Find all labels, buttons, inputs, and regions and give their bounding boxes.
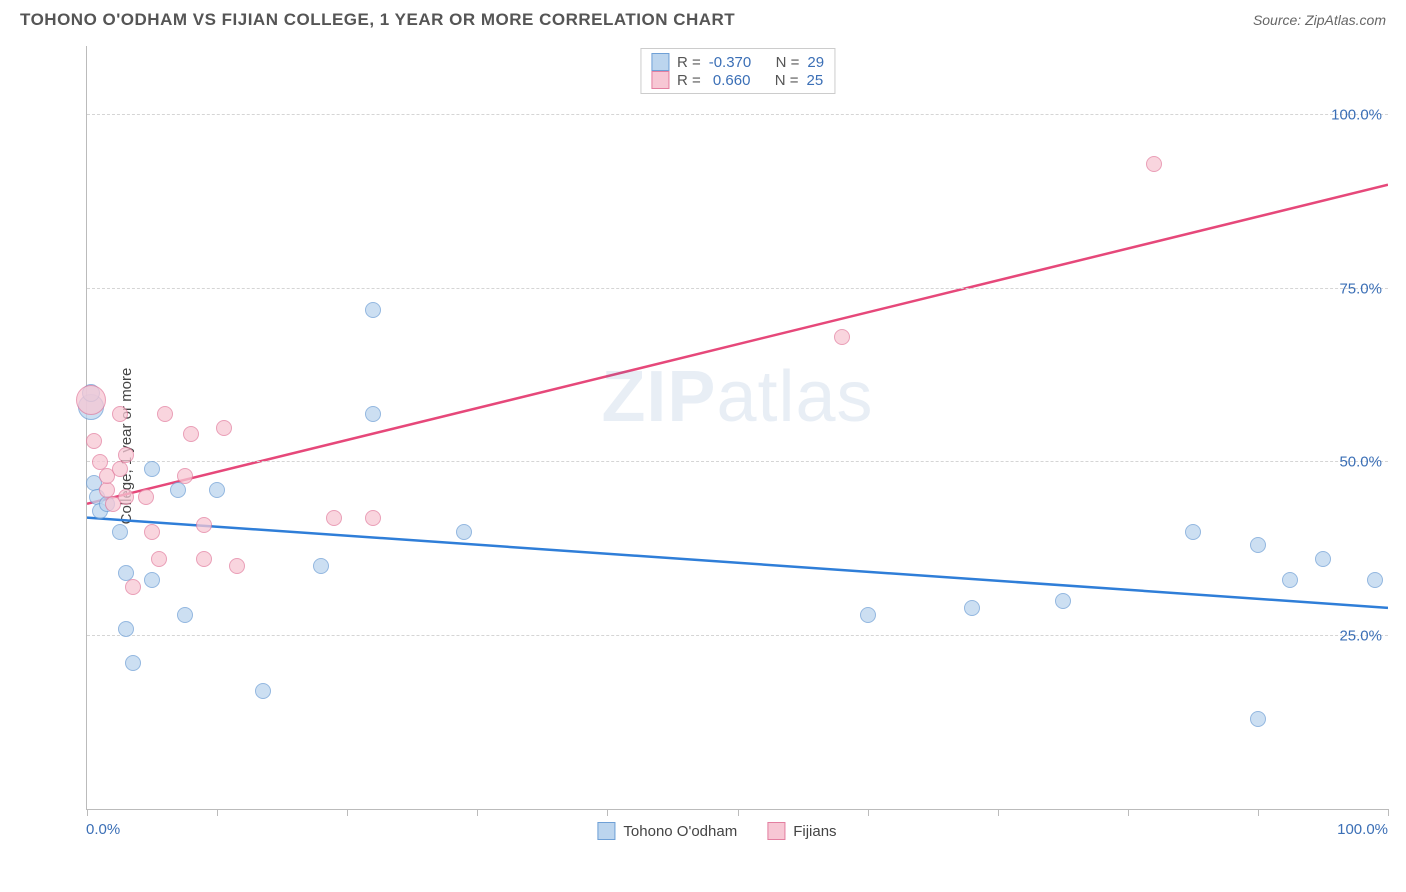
trend-line bbox=[87, 185, 1388, 504]
y-tick-label: 25.0% bbox=[1339, 627, 1382, 644]
x-tick bbox=[1388, 809, 1389, 816]
data-point bbox=[86, 433, 102, 449]
source-label: Source: ZipAtlas.com bbox=[1253, 12, 1386, 28]
gridline bbox=[87, 461, 1388, 462]
gridline bbox=[87, 288, 1388, 289]
data-point bbox=[964, 600, 980, 616]
trend-lines bbox=[87, 46, 1388, 809]
data-point bbox=[112, 461, 128, 477]
data-point bbox=[144, 524, 160, 540]
data-point bbox=[313, 558, 329, 574]
stat-r-value-2: 0.660 bbox=[709, 72, 751, 89]
legend-stats-row-2: R = 0.660 N = 25 bbox=[651, 71, 824, 89]
stat-n-label: N = bbox=[776, 54, 800, 71]
x-tick-label-min: 0.0% bbox=[86, 821, 120, 838]
stat-r-value-1: -0.370 bbox=[709, 54, 752, 71]
data-point bbox=[76, 385, 106, 415]
plot-area: ZIPatlas R = -0.370 N = 29 R = 0.660 N =… bbox=[86, 46, 1388, 810]
data-point bbox=[151, 551, 167, 567]
data-point bbox=[1055, 593, 1071, 609]
data-point bbox=[138, 489, 154, 505]
data-point bbox=[365, 302, 381, 318]
watermark: ZIPatlas bbox=[601, 356, 873, 438]
data-point bbox=[326, 510, 342, 526]
data-point bbox=[170, 482, 186, 498]
x-tick bbox=[998, 809, 999, 816]
data-point bbox=[834, 329, 850, 345]
data-point bbox=[216, 420, 232, 436]
y-tick-label: 100.0% bbox=[1331, 107, 1382, 124]
data-point bbox=[456, 524, 472, 540]
data-point bbox=[118, 447, 134, 463]
x-tick bbox=[738, 809, 739, 816]
y-tick-label: 50.0% bbox=[1339, 454, 1382, 471]
swatch-series-1 bbox=[651, 53, 669, 71]
x-tick bbox=[1258, 809, 1259, 816]
x-tick bbox=[347, 809, 348, 816]
stat-r-label: R = bbox=[677, 54, 701, 71]
data-point bbox=[112, 406, 128, 422]
x-tick bbox=[868, 809, 869, 816]
stat-n-label: N = bbox=[775, 72, 799, 89]
chart-title: TOHONO O'ODHAM VS FIJIAN COLLEGE, 1 YEAR… bbox=[20, 10, 735, 30]
legend-stats: R = -0.370 N = 29 R = 0.660 N = 25 bbox=[640, 48, 835, 94]
data-point bbox=[118, 621, 134, 637]
data-point bbox=[229, 558, 245, 574]
swatch-series-2 bbox=[767, 822, 785, 840]
y-tick-label: 75.0% bbox=[1339, 280, 1382, 297]
legend-label-2: Fijians bbox=[793, 823, 836, 840]
data-point bbox=[365, 510, 381, 526]
data-point bbox=[860, 607, 876, 623]
data-point bbox=[125, 579, 141, 595]
x-tick bbox=[217, 809, 218, 816]
legend-item-2: Fijians bbox=[767, 822, 836, 840]
legend-series: Tohono O'odham Fijians bbox=[597, 822, 836, 840]
x-tick bbox=[1128, 809, 1129, 816]
data-point bbox=[112, 524, 128, 540]
legend-stats-row-1: R = -0.370 N = 29 bbox=[651, 53, 824, 71]
data-point bbox=[144, 572, 160, 588]
data-point bbox=[196, 517, 212, 533]
data-point bbox=[1282, 572, 1298, 588]
gridline bbox=[87, 114, 1388, 115]
data-point bbox=[118, 489, 134, 505]
data-point bbox=[196, 551, 212, 567]
data-point bbox=[1146, 156, 1162, 172]
data-point bbox=[1367, 572, 1383, 588]
data-point bbox=[209, 482, 225, 498]
swatch-series-1 bbox=[597, 822, 615, 840]
stat-n-value-2: 25 bbox=[807, 72, 824, 89]
data-point bbox=[1185, 524, 1201, 540]
stat-n-value-1: 29 bbox=[807, 54, 824, 71]
x-tick bbox=[87, 809, 88, 816]
data-point bbox=[1250, 711, 1266, 727]
data-point bbox=[125, 655, 141, 671]
data-point bbox=[177, 468, 193, 484]
data-point bbox=[183, 426, 199, 442]
x-tick bbox=[477, 809, 478, 816]
data-point bbox=[1250, 537, 1266, 553]
swatch-series-2 bbox=[651, 71, 669, 89]
data-point bbox=[255, 683, 271, 699]
stat-r-label: R = bbox=[677, 72, 701, 89]
legend-item-1: Tohono O'odham bbox=[597, 822, 737, 840]
data-point bbox=[365, 406, 381, 422]
gridline bbox=[87, 635, 1388, 636]
data-point bbox=[144, 461, 160, 477]
legend-label-1: Tohono O'odham bbox=[623, 823, 737, 840]
x-tick bbox=[607, 809, 608, 816]
x-tick-label-max: 100.0% bbox=[1337, 821, 1388, 838]
chart-container: College, 1 year or more ZIPatlas R = -0.… bbox=[46, 46, 1388, 846]
data-point bbox=[157, 406, 173, 422]
data-point bbox=[1315, 551, 1331, 567]
data-point bbox=[177, 607, 193, 623]
